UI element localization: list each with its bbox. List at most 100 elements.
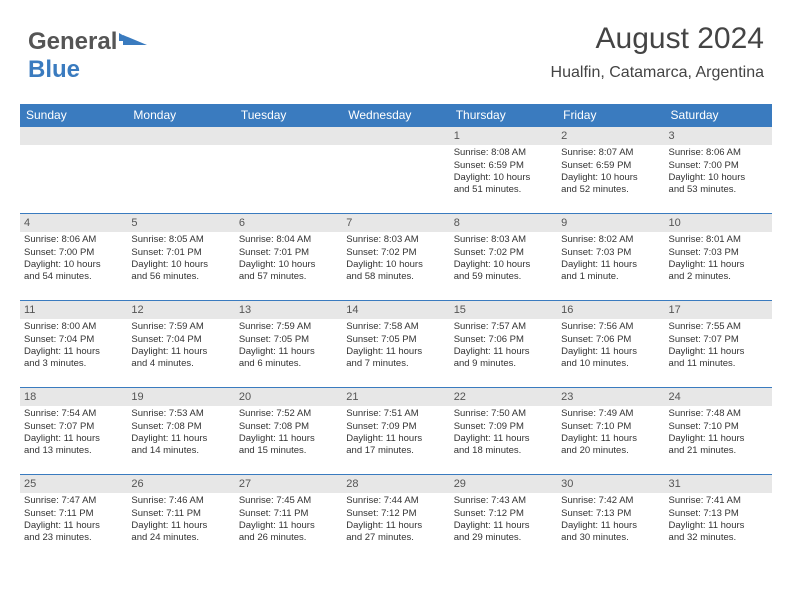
day-line: Daylight: 11 hours [346, 433, 445, 445]
day-body: Sunrise: 7:53 AMSunset: 7:08 PMDaylight:… [127, 408, 234, 461]
day-body: Sunrise: 8:02 AMSunset: 7:03 PMDaylight:… [557, 234, 664, 287]
day-body: Sunrise: 7:42 AMSunset: 7:13 PMDaylight:… [557, 495, 664, 548]
header-right: August 2024 Hualfin, Catamarca, Argentin… [551, 22, 764, 82]
day-line: Sunset: 7:05 PM [239, 334, 338, 346]
day-body: Sunrise: 7:44 AMSunset: 7:12 PMDaylight:… [342, 495, 449, 548]
day-cell: 15Sunrise: 7:57 AMSunset: 7:06 PMDayligh… [450, 301, 557, 387]
week-row: 25Sunrise: 7:47 AMSunset: 7:11 PMDayligh… [20, 474, 772, 561]
day-number: 6 [235, 214, 342, 232]
day-line: Daylight: 10 hours [24, 259, 123, 271]
day-number: . [127, 127, 234, 145]
day-line: Sunset: 7:06 PM [454, 334, 553, 346]
day-line: and 4 minutes. [131, 358, 230, 370]
day-number: 14 [342, 301, 449, 319]
day-number: 7 [342, 214, 449, 232]
day-line: and 7 minutes. [346, 358, 445, 370]
day-line: Sunset: 7:03 PM [561, 247, 660, 259]
day-line: Daylight: 11 hours [24, 520, 123, 532]
day-number: 30 [557, 475, 664, 493]
day-number: 18 [20, 388, 127, 406]
day-number: 12 [127, 301, 234, 319]
day-number: 4 [20, 214, 127, 232]
day-line: Sunrise: 8:05 AM [131, 234, 230, 246]
day-of-week-header-row: SundayMondayTuesdayWednesdayThursdayFrid… [20, 104, 772, 126]
day-cell: 6Sunrise: 8:04 AMSunset: 7:01 PMDaylight… [235, 214, 342, 300]
day-of-week-header: Sunday [20, 104, 127, 126]
day-line: and 11 minutes. [669, 358, 768, 370]
day-number: 3 [665, 127, 772, 145]
day-line: Daylight: 11 hours [561, 520, 660, 532]
day-line: Sunrise: 7:48 AM [669, 408, 768, 420]
day-body: Sunrise: 8:07 AMSunset: 6:59 PMDaylight:… [557, 147, 664, 200]
day-body [20, 147, 127, 151]
day-line: Daylight: 11 hours [131, 433, 230, 445]
day-line: and 9 minutes. [454, 358, 553, 370]
day-line: Daylight: 11 hours [239, 520, 338, 532]
day-line: Sunrise: 7:58 AM [346, 321, 445, 333]
day-body: Sunrise: 8:06 AMSunset: 7:00 PMDaylight:… [20, 234, 127, 287]
day-line: Sunset: 7:06 PM [561, 334, 660, 346]
day-of-week-header: Wednesday [342, 104, 449, 126]
day-body: Sunrise: 7:59 AMSunset: 7:05 PMDaylight:… [235, 321, 342, 374]
day-cell: 14Sunrise: 7:58 AMSunset: 7:05 PMDayligh… [342, 301, 449, 387]
day-line: Sunrise: 7:49 AM [561, 408, 660, 420]
day-line: Daylight: 11 hours [454, 433, 553, 445]
day-body: Sunrise: 7:50 AMSunset: 7:09 PMDaylight:… [450, 408, 557, 461]
day-line: Sunset: 7:11 PM [239, 508, 338, 520]
day-line: Daylight: 10 hours [239, 259, 338, 271]
day-line: and 1 minute. [561, 271, 660, 283]
day-line: and 51 minutes. [454, 184, 553, 196]
week-row: 18 Sunrise: 7:54 AMSunset: 7:07 PMDayligh… [20, 387, 772, 474]
day-cell: 16Sunrise: 7:56 AMSunset: 7:06 PMDayligh… [557, 301, 664, 387]
day-number: . [20, 127, 127, 145]
day-line: Daylight: 11 hours [346, 346, 445, 358]
day-line: Sunrise: 8:01 AM [669, 234, 768, 246]
day-body: Sunrise: 8:08 AMSunset: 6:59 PMDaylight:… [450, 147, 557, 200]
day-number: 11 [20, 301, 127, 319]
day-body [342, 147, 449, 151]
day-cell: 27Sunrise: 7:45 AMSunset: 7:11 PMDayligh… [235, 475, 342, 561]
day-line: and 53 minutes. [669, 184, 768, 196]
day-line: Sunset: 7:08 PM [131, 421, 230, 433]
day-line: Sunrise: 8:00 AM [24, 321, 123, 333]
day-body: Sunrise: 7:49 AMSunset: 7:10 PMDaylight:… [557, 408, 664, 461]
day-cell: 22Sunrise: 7:50 AMSunset: 7:09 PMDayligh… [450, 388, 557, 474]
day-line: Daylight: 11 hours [561, 346, 660, 358]
day-line: Sunrise: 8:07 AM [561, 147, 660, 159]
day-line: Daylight: 11 hours [131, 520, 230, 532]
day-cell: 11Sunrise: 8:00 AMSunset: 7:04 PMDayligh… [20, 301, 127, 387]
day-body: Sunrise: 7:41 AMSunset: 7:13 PMDaylight:… [665, 495, 772, 548]
day-cell: . [342, 127, 449, 213]
day-line: Sunrise: 8:03 AM [346, 234, 445, 246]
day-body: Sunrise: 8:03 AMSunset: 7:02 PMDaylight:… [342, 234, 449, 287]
day-line: Sunset: 7:13 PM [561, 508, 660, 520]
day-line: and 6 minutes. [239, 358, 338, 370]
logo-sail-icon [119, 33, 147, 49]
day-number: 24 [665, 388, 772, 406]
logo-text-part2: Blue [28, 56, 80, 83]
day-cell: . [235, 127, 342, 213]
logo-text: General Blue [28, 28, 147, 84]
day-line: and 17 minutes. [346, 445, 445, 457]
day-line: Daylight: 11 hours [669, 520, 768, 532]
day-body: Sunrise: 7:43 AMSunset: 7:12 PMDaylight:… [450, 495, 557, 548]
day-cell: 25Sunrise: 7:47 AMSunset: 7:11 PMDayligh… [20, 475, 127, 561]
day-line: Sunset: 7:13 PM [669, 508, 768, 520]
day-line: Sunset: 7:09 PM [454, 421, 553, 433]
day-body: Sunrise: 7:47 AMSunset: 7:11 PMDaylight:… [20, 495, 127, 548]
day-line: Sunrise: 8:06 AM [669, 147, 768, 159]
day-line: Sunset: 7:02 PM [454, 247, 553, 259]
day-number: 19 [127, 388, 234, 406]
day-cell: 17Sunrise: 7:55 AMSunset: 7:07 PMDayligh… [665, 301, 772, 387]
day-body: Sunrise: 7:54 AMSunset: 7:07 PMDaylight:… [20, 408, 127, 461]
day-line: Sunrise: 7:55 AM [669, 321, 768, 333]
day-line: Sunrise: 8:08 AM [454, 147, 553, 159]
day-body: Sunrise: 7:45 AMSunset: 7:11 PMDaylight:… [235, 495, 342, 548]
day-line: and 59 minutes. [454, 271, 553, 283]
day-number: 9 [557, 214, 664, 232]
day-line: Daylight: 11 hours [24, 346, 123, 358]
day-line: Sunrise: 8:02 AM [561, 234, 660, 246]
day-line: Sunrise: 7:52 AM [239, 408, 338, 420]
day-line: Sunset: 7:07 PM [24, 421, 123, 433]
day-number: 5 [127, 214, 234, 232]
